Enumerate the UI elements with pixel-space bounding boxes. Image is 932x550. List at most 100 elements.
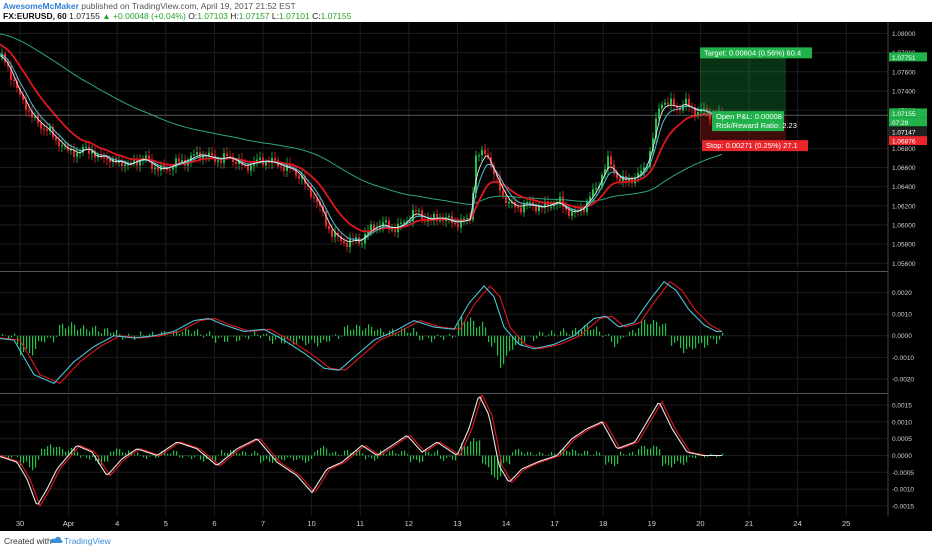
chart-footer: Created with TradingView (0, 531, 932, 550)
histogram-bar (530, 452, 532, 456)
histogram-bar (566, 450, 568, 456)
candle-body (679, 108, 681, 111)
histogram-bar (23, 335, 25, 353)
histogram-bar (671, 335, 673, 346)
stop-label-box (702, 140, 808, 152)
candle-body (148, 155, 150, 161)
candle-body (151, 160, 153, 169)
histogram-bar (302, 455, 304, 461)
histogram-bar (191, 455, 193, 460)
candle-body (661, 104, 663, 109)
candle-body (46, 129, 48, 131)
histogram-bar (464, 321, 466, 336)
histogram-bar (455, 455, 457, 461)
histogram-bar (206, 333, 208, 336)
candle-body (1, 53, 3, 58)
histogram-bar (104, 328, 106, 336)
candle-body (70, 149, 72, 151)
histogram-bar (230, 335, 232, 337)
histogram-bar (425, 335, 427, 337)
y-tick-label: -0.0020 (892, 377, 914, 384)
histogram-bar (608, 455, 610, 463)
chart-header: AwesomeMcMaker published on TradingView.… (0, 0, 932, 22)
histogram-bar (692, 455, 694, 458)
histogram-bar (659, 326, 661, 336)
histogram-bar (176, 330, 178, 336)
candle-body (493, 165, 495, 175)
histogram-bar (527, 335, 529, 337)
histogram-bar (359, 325, 361, 336)
y-tick-label: -0.0010 (892, 487, 914, 494)
histogram-bar (14, 333, 16, 336)
candle-body (76, 152, 78, 157)
candle-body (85, 146, 87, 148)
histogram-bar (449, 333, 451, 336)
pnl-label: Open P&L: 0.00008 (716, 112, 782, 121)
y-tick-label: 1.08000 (892, 31, 916, 38)
histogram-bar (494, 335, 496, 343)
histogram-bar (713, 335, 715, 340)
histogram-bar (263, 334, 265, 336)
candle-body (583, 208, 585, 213)
histogram-bar (128, 333, 130, 336)
histogram-bar (686, 335, 688, 350)
candle-body (688, 98, 690, 106)
histogram-bar (533, 335, 535, 342)
histogram-bar (590, 454, 592, 456)
histogram-bar (332, 452, 334, 456)
histogram-bar (8, 455, 10, 460)
candle-body (193, 154, 195, 156)
candle-body (550, 206, 552, 208)
histogram-bar (11, 335, 13, 338)
histogram-bar (17, 455, 19, 457)
candle-body (313, 196, 315, 199)
histogram-bar (314, 452, 316, 456)
histogram-bar (716, 335, 718, 344)
histogram-bar (410, 455, 412, 463)
histogram-bar (38, 335, 40, 342)
histogram-bar (416, 331, 418, 336)
histogram-bar (632, 330, 634, 336)
histogram-bar (695, 455, 697, 459)
rr-label: Risk/Reward Ratio: 2.23 (716, 121, 797, 130)
histogram-bar (497, 455, 499, 480)
histogram-bar (560, 449, 562, 456)
candle-body (124, 164, 126, 167)
histogram-bar (296, 335, 298, 344)
histogram-bar (434, 335, 436, 340)
histogram-bar (221, 449, 223, 456)
candle-body (103, 157, 105, 159)
candle-body (25, 99, 27, 111)
x-tick-label: 21 (745, 519, 753, 528)
author-link[interactable]: AwesomeMcMaker (3, 1, 79, 11)
target-label-box (700, 47, 812, 59)
histogram-bar (689, 455, 691, 457)
histogram-bar (404, 450, 406, 456)
histogram-bar (236, 453, 238, 456)
tradingview-link[interactable]: TradingView (64, 536, 111, 546)
histogram-bar (665, 455, 667, 464)
price-tag-box (889, 127, 927, 137)
candle-body (388, 220, 390, 230)
ema-fast-line (0, 55, 723, 243)
histogram-bar (194, 455, 196, 458)
histogram-bar (242, 335, 244, 337)
candle-body (154, 167, 156, 169)
candle-body (169, 169, 171, 171)
histogram-bar (104, 455, 106, 462)
histogram-bar (356, 324, 358, 336)
histogram-bar (515, 449, 517, 456)
osc2-signal-line (0, 393, 722, 508)
price-tag-label: 1.07147 (892, 130, 916, 137)
histogram-bar (365, 328, 367, 336)
histogram-bar (215, 455, 217, 462)
histogram-bar (299, 335, 301, 340)
chart-canvas[interactable]: 30 Apr 4 5 6 7 10 11 12 13 14 17 18 19 20 21 24 25 1.08000… (0, 22, 932, 531)
candle-body (52, 126, 54, 138)
histogram-bar (452, 335, 454, 339)
candle-body (685, 98, 687, 106)
histogram-bar (350, 452, 352, 456)
histogram-bar (491, 455, 493, 476)
histogram-bar (20, 335, 22, 356)
candle-body (109, 159, 111, 163)
